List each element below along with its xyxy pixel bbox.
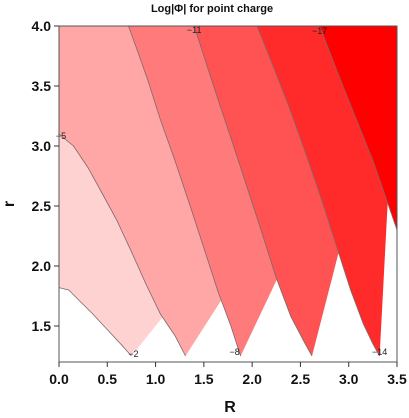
contour-labels: −2 −5 −8 −11 −14 −17 (56, 25, 387, 359)
y-tick-label: 2.0 (32, 258, 52, 274)
x-axis-title: R (224, 399, 236, 416)
y-axis-title: r (1, 201, 18, 207)
chart-title: Log|Φ| for point charge (151, 3, 273, 15)
contour-line (58, 133, 186, 357)
plot-frame (58, 25, 398, 363)
contour-line (256, 25, 380, 357)
contour-line (193, 25, 313, 357)
x-tick-label: 0.0 (49, 371, 69, 387)
contour-line (58, 287, 132, 357)
x-tick-label: 1.5 (194, 371, 214, 387)
y-tick-label: 2.5 (32, 198, 52, 214)
y-tick-label: 4.0 (32, 18, 52, 34)
x-tick-label: 3.0 (339, 371, 359, 387)
plot-area (59, 26, 397, 362)
contour-label: −17 (312, 26, 327, 36)
contour-label: −5 (56, 131, 66, 141)
contour-line (319, 25, 398, 231)
x-axis: 0.0 0.5 1.0 1.5 2.0 2.5 3.0 3.5 (49, 362, 407, 387)
y-axis: 1.5 2.0 2.5 3.0 3.5 4.0 (32, 18, 59, 334)
contour-label: −2 (128, 349, 138, 359)
x-tick-label: 0.5 (98, 371, 118, 387)
contour-line (128, 25, 241, 357)
x-tick-label: 1.0 (146, 371, 166, 387)
x-tick-label: 3.5 (387, 371, 407, 387)
y-tick-label: 3.0 (32, 138, 52, 154)
x-tick-label: 2.0 (242, 371, 262, 387)
x-tick-label: 2.5 (291, 371, 311, 387)
contour-label: −11 (187, 25, 202, 35)
contour-lines (58, 25, 398, 357)
y-tick-label: 1.5 (32, 318, 52, 334)
contour-label: −14 (372, 347, 387, 357)
band-6 (319, 26, 397, 230)
y-tick-label: 3.5 (32, 78, 52, 94)
contour-label: −8 (229, 347, 239, 357)
